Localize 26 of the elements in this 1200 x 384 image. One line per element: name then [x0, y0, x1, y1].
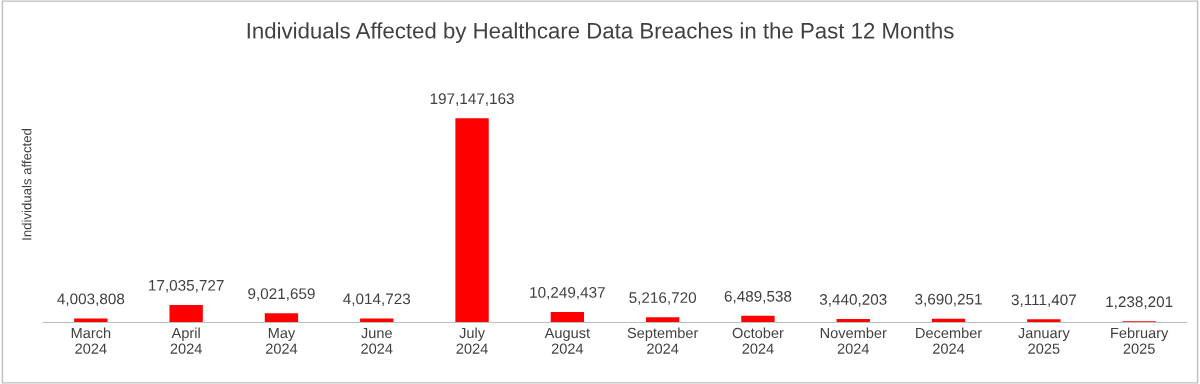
x-tick-label: November 2024: [820, 327, 887, 354]
chart-title: Individuals Affected by Healthcare Data Breaches in the Past 12 Months: [247, 22, 954, 43]
data-label: 6,489,538: [724, 290, 792, 304]
data-label: 5,216,720: [629, 292, 697, 305]
y-axis-title: Individuals affected: [21, 128, 32, 240]
x-tick-label: July 2024: [456, 327, 488, 354]
data-label: 9,021,659: [248, 288, 315, 301]
data-label: 3,111,407: [1011, 294, 1076, 308]
data-label: 10,249,437: [530, 286, 605, 300]
data-label: 4,014,723: [343, 293, 411, 307]
x-tick-label: March 2024: [71, 327, 111, 354]
x-tick-label: April 2024: [170, 327, 202, 354]
x-tick-label: January 2025: [1018, 327, 1070, 354]
data-label: 3,690,251: [915, 293, 982, 307]
x-tick-label: October 2024: [732, 327, 784, 354]
x-tick-label: June 2024: [361, 327, 393, 354]
x-tick-label: February 2025: [1111, 327, 1169, 354]
x-tick-label: December 2024: [916, 327, 982, 354]
data-label: 1,238,201: [1106, 296, 1173, 309]
x-tick-label: May 2024: [265, 327, 298, 354]
x-tick-label: August 2024: [544, 327, 590, 354]
data-label: 3,440,203: [819, 294, 887, 307]
data-label: 4,003,808: [57, 293, 125, 307]
data-label: 197,147,163: [430, 93, 514, 106]
data-label: 17,035,727: [149, 279, 224, 293]
x-tick-label: September 2024: [627, 327, 699, 354]
